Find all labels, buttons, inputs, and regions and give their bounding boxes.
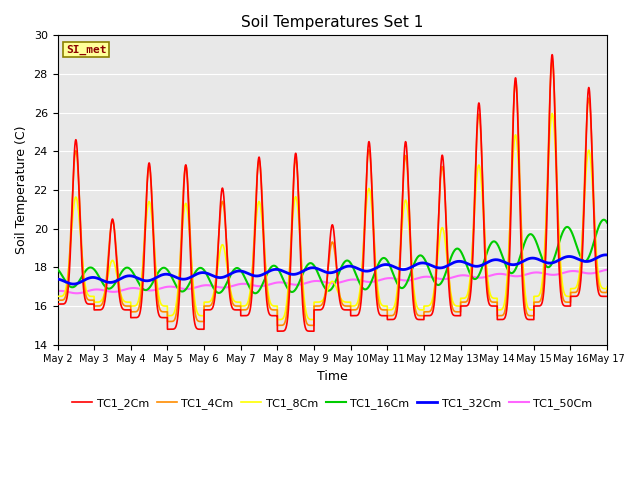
- TC1_2Cm: [548, 52, 556, 58]
- TC1_32Cm: [54, 276, 61, 282]
- TC1_32Cm: [152, 275, 160, 280]
- TC1_16Cm: [456, 247, 463, 252]
- TC1_8Cm: [54, 293, 61, 299]
- TC1_32Cm: [604, 252, 611, 258]
- TC1_2Cm: [152, 294, 160, 300]
- Line: TC1_50Cm: TC1_50Cm: [58, 270, 607, 293]
- Line: TC1_8Cm: TC1_8Cm: [58, 113, 607, 320]
- TC1_16Cm: [54, 266, 61, 272]
- TC1_16Cm: [603, 219, 611, 225]
- Line: TC1_2Cm: TC1_2Cm: [58, 55, 607, 331]
- TC1_4Cm: [603, 289, 611, 295]
- TC1_8Cm: [312, 300, 320, 305]
- TC1_4Cm: [548, 58, 556, 64]
- TC1_8Cm: [603, 286, 611, 291]
- TC1_16Cm: [152, 273, 160, 279]
- TC1_4Cm: [152, 280, 160, 286]
- TC1_4Cm: [312, 303, 320, 309]
- TC1_2Cm: [456, 313, 463, 319]
- Y-axis label: Soil Temperature (C): Soil Temperature (C): [15, 126, 28, 254]
- Line: TC1_4Cm: TC1_4Cm: [58, 61, 607, 325]
- TC1_50Cm: [312, 278, 320, 284]
- Title: Soil Temperatures Set 1: Soil Temperatures Set 1: [241, 15, 424, 30]
- TC1_16Cm: [487, 241, 495, 247]
- TC1_16Cm: [312, 266, 320, 272]
- TC1_2Cm: [425, 313, 433, 319]
- Line: TC1_16Cm: TC1_16Cm: [58, 220, 607, 293]
- TC1_2Cm: [54, 301, 61, 307]
- TC1_4Cm: [456, 309, 463, 315]
- TC1_8Cm: [425, 303, 433, 309]
- TC1_4Cm: [273, 323, 281, 328]
- TC1_4Cm: [604, 288, 611, 293]
- TC1_8Cm: [273, 317, 281, 323]
- TC1_50Cm: [425, 274, 433, 280]
- TC1_8Cm: [456, 303, 463, 309]
- TC1_16Cm: [425, 266, 433, 272]
- TC1_32Cm: [70, 281, 77, 287]
- TC1_8Cm: [548, 110, 556, 116]
- TC1_50Cm: [487, 273, 495, 278]
- TC1_32Cm: [602, 252, 610, 258]
- TC1_16Cm: [252, 290, 259, 296]
- X-axis label: Time: Time: [317, 370, 348, 383]
- TC1_2Cm: [273, 328, 281, 334]
- TC1_50Cm: [152, 287, 160, 292]
- TC1_32Cm: [487, 258, 495, 264]
- TC1_32Cm: [603, 252, 611, 258]
- TC1_4Cm: [54, 297, 61, 303]
- TC1_2Cm: [312, 307, 320, 313]
- TC1_8Cm: [152, 272, 160, 277]
- TC1_32Cm: [456, 258, 463, 264]
- TC1_32Cm: [425, 262, 433, 267]
- TC1_16Cm: [604, 220, 611, 226]
- TC1_2Cm: [603, 293, 611, 299]
- TC1_50Cm: [603, 267, 611, 273]
- TC1_32Cm: [312, 265, 320, 271]
- Line: TC1_32Cm: TC1_32Cm: [58, 255, 607, 284]
- TC1_4Cm: [425, 309, 433, 314]
- TC1_2Cm: [604, 293, 611, 299]
- TC1_2Cm: [487, 303, 495, 309]
- Legend: TC1_2Cm, TC1_4Cm, TC1_8Cm, TC1_16Cm, TC1_32Cm, TC1_50Cm: TC1_2Cm, TC1_4Cm, TC1_8Cm, TC1_16Cm, TC1…: [68, 394, 596, 413]
- TC1_16Cm: [600, 217, 607, 223]
- TC1_50Cm: [73, 290, 81, 296]
- Text: SI_met: SI_met: [66, 44, 106, 55]
- TC1_4Cm: [487, 298, 495, 304]
- TC1_50Cm: [604, 267, 611, 273]
- TC1_50Cm: [456, 273, 463, 278]
- TC1_8Cm: [604, 284, 611, 289]
- TC1_50Cm: [54, 288, 61, 294]
- TC1_8Cm: [487, 292, 495, 298]
